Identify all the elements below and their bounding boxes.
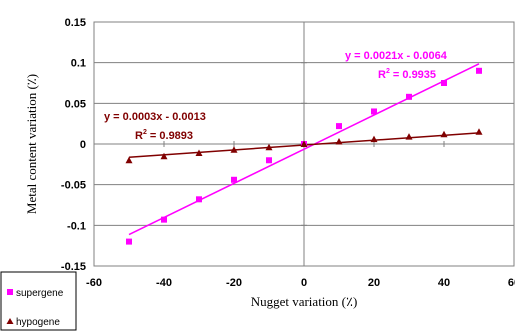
data-points (125, 67, 483, 245)
x-tick-label-6: 60 (508, 277, 515, 289)
supergene-point-4 (266, 157, 272, 164)
legend-marker-hypogene (6, 318, 14, 324)
hypogene-point-4 (265, 143, 273, 151)
supergene-point-6 (336, 123, 342, 130)
x-tick-label-5: 40 (438, 277, 450, 289)
legend-box (0, 271, 77, 331)
hypogene-point-0 (125, 156, 133, 164)
supergene-r2: R2 = 0.9935 (378, 68, 436, 81)
y-tick-label-3: 0 (80, 139, 86, 151)
legend-label-supergene: supergene (16, 288, 64, 299)
x-tick-label-0: -60 (86, 277, 102, 289)
legend-marker-supergene (7, 289, 13, 295)
tick-labels: 0.15 0.1 0.05 0 -0.05 -0.1 -0.15-60 -40 -20 0 20 40… (61, 17, 515, 289)
supergene-point-7 (371, 108, 377, 115)
hypogene-point-1 (160, 152, 168, 160)
supergene-point-3 (231, 176, 237, 183)
hypogene-point-6 (335, 138, 343, 145)
legend: supergene hypogene (0, 271, 77, 331)
y-tick-label-6: -0.15 (61, 261, 86, 273)
legend-label-hypogene: hypogene (16, 317, 60, 328)
hypogene-point-2 (195, 149, 203, 156)
x-tick-label-1: -40 (156, 277, 172, 289)
hypogene-point-7 (370, 135, 378, 143)
y-tick-label-2: 0.05 (65, 98, 86, 110)
x-tick-label-2: -20 (226, 277, 242, 289)
supergene-point-1 (161, 216, 167, 223)
x-tick-label-4: 20 (368, 277, 380, 289)
supergene-point-2 (196, 196, 202, 203)
y-tick-label-5: -0.1 (67, 220, 86, 232)
supergene-point-8 (406, 93, 412, 100)
x-tick-label-3: 0 (301, 277, 307, 289)
supergene-trendline (128, 63, 480, 236)
y-tick-label-4: -0.05 (61, 180, 86, 192)
supergene-point-9 (441, 80, 447, 86)
supergene-trendline-annotation: y = 0.0021x - 0.0064 R2 = 0.9935 (345, 50, 448, 81)
hypogene-point-9 (440, 130, 448, 138)
hypogene-r2: R2 = 0.9893 (135, 129, 193, 142)
hypogene-point-8 (405, 133, 413, 140)
y-tick-label-0: 0.15 (65, 17, 86, 29)
hypogene-point-3 (230, 146, 238, 153)
hypogene-point-5 (300, 140, 308, 147)
y-axis-label: Metal content variation (٪) (24, 74, 39, 214)
supergene-point-0 (126, 238, 132, 245)
y-tick-label-1: 0.1 (71, 58, 86, 70)
supergene-equation: y = 0.0021x - 0.0064 (345, 50, 448, 62)
supergene-point-10 (476, 67, 482, 74)
hypogene-point-10 (475, 128, 483, 135)
x-axis-label: Nugget variation (٪) (251, 294, 358, 309)
hypogene-trendline-annotation: y = 0.0003x - 0.0013 R2 = 0.9893 (104, 111, 206, 142)
hypogene-equation: y = 0.0003x - 0.0013 (104, 111, 206, 123)
